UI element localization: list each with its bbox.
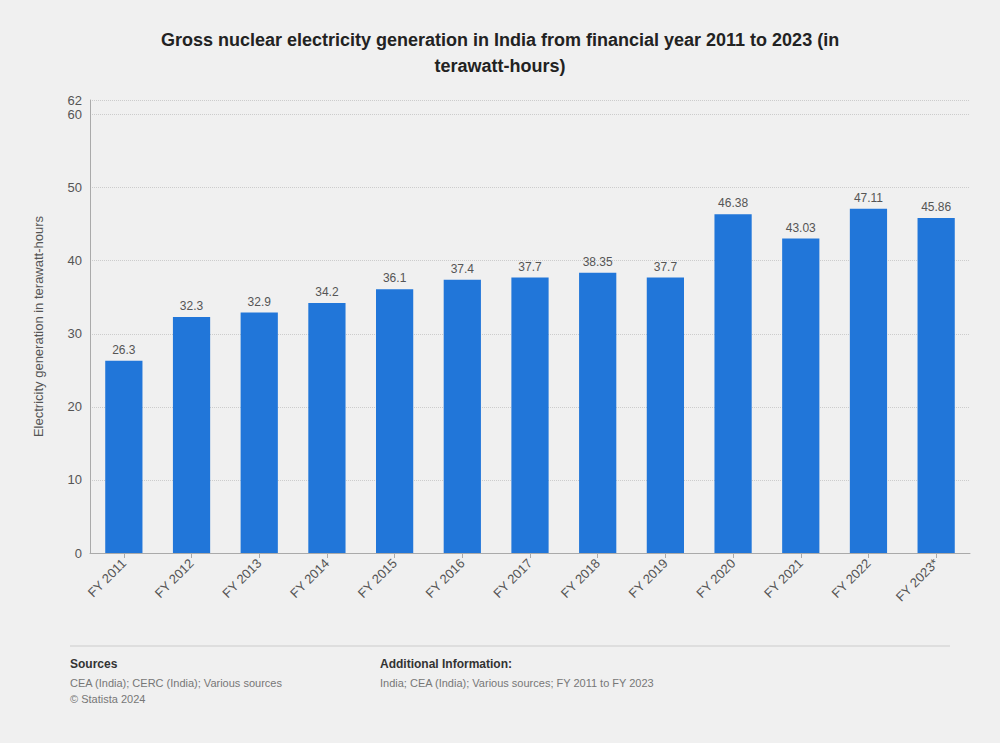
svg-text:FY 2012: FY 2012 [152,556,197,601]
svg-text:37.7: 37.7 [518,260,542,274]
svg-text:30: 30 [68,326,82,341]
svg-text:FY 2015: FY 2015 [355,556,400,601]
svg-text:34.2: 34.2 [315,285,339,299]
svg-text:FY 2023*: FY 2023* [893,556,942,605]
svg-text:FY 2014: FY 2014 [287,556,332,601]
svg-text:60: 60 [68,107,82,122]
svg-text:37.7: 37.7 [654,260,678,274]
svg-text:45.86: 45.86 [921,200,951,214]
svg-text:FY 2019: FY 2019 [626,556,671,601]
svg-text:FY 2022: FY 2022 [829,556,874,601]
svg-text:Additional Information:: Additional Information: [380,657,512,671]
svg-text:FY 2016: FY 2016 [422,556,467,601]
svg-text:32.3: 32.3 [180,299,204,313]
svg-text:50: 50 [68,180,82,195]
svg-text:CEA (India); CERC (India); Var: CEA (India); CERC (India); Various sourc… [70,677,282,689]
svg-text:10: 10 [68,472,82,487]
svg-text:FY 2020: FY 2020 [693,556,738,601]
svg-text:47.11: 47.11 [854,191,883,205]
svg-text:India; CEA (India); Various so: India; CEA (India); Various sources; FY … [380,677,654,689]
svg-text:Electricity generation in tera: Electricity generation in terawatt-hours [31,215,46,437]
svg-text:36.1: 36.1 [383,271,407,285]
svg-text:FY 2013: FY 2013 [219,556,264,601]
svg-text:© Statista 2024: © Statista 2024 [70,693,145,705]
svg-text:26.3: 26.3 [112,343,136,357]
svg-text:40: 40 [68,253,82,268]
svg-text:FY 2018: FY 2018 [558,556,603,601]
svg-text:FY 2017: FY 2017 [490,556,535,601]
svg-text:62: 62 [68,93,82,108]
svg-text:terawatt-hours): terawatt-hours) [434,56,565,76]
svg-text:43.03: 43.03 [786,221,816,235]
svg-text:37.4: 37.4 [451,262,475,276]
svg-text:FY 2011: FY 2011 [85,556,129,600]
svg-text:FY 2021: FY 2021 [761,556,806,601]
svg-text:Gross nuclear electricity gene: Gross nuclear electricity generation in … [161,30,839,50]
svg-text:20: 20 [68,399,82,414]
svg-text:0: 0 [75,546,82,561]
svg-text:Sources: Sources [70,657,118,671]
svg-text:46.38: 46.38 [718,196,748,210]
svg-text:32.9: 32.9 [248,295,272,309]
svg-text:38.35: 38.35 [583,255,613,269]
